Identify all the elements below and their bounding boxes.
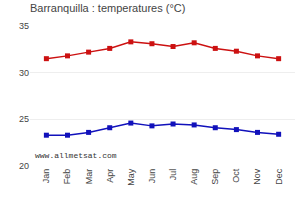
svg-text:20: 20 bbox=[19, 161, 29, 171]
svg-text:25: 25 bbox=[19, 114, 29, 124]
svg-text:May: May bbox=[126, 168, 136, 186]
svg-text:Jun: Jun bbox=[147, 169, 157, 184]
svg-text:Mar: Mar bbox=[84, 169, 94, 185]
svg-text:Oct: Oct bbox=[231, 168, 241, 183]
svg-text:Apr: Apr bbox=[105, 169, 115, 183]
svg-text:Barranquilla : temperatures (°: Barranquilla : temperatures (°C) bbox=[30, 2, 185, 14]
svg-text:Jan: Jan bbox=[41, 169, 51, 184]
svg-text:35: 35 bbox=[19, 21, 29, 31]
svg-text:Aug: Aug bbox=[189, 169, 199, 185]
svg-text:Sep: Sep bbox=[210, 169, 220, 185]
svg-text:Feb: Feb bbox=[62, 169, 72, 185]
svg-text:30: 30 bbox=[19, 68, 29, 78]
svg-text:Jul: Jul bbox=[168, 169, 178, 181]
svg-text:www.allmetsat.com: www.allmetsat.com bbox=[35, 151, 117, 160]
svg-text:Dec: Dec bbox=[274, 168, 284, 185]
svg-text:Nov: Nov bbox=[252, 168, 262, 185]
